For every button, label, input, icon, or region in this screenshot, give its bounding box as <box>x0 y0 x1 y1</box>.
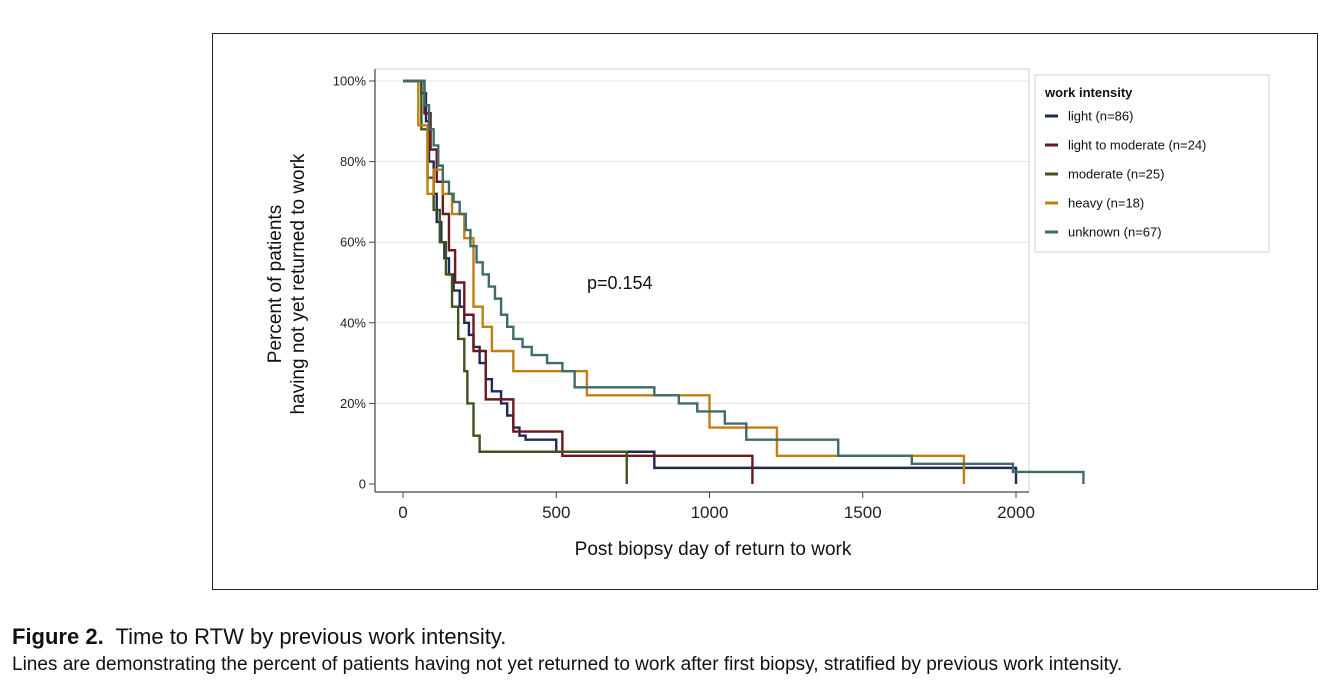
caption-title: Time to RTW by previous work intensity. <box>115 624 507 649</box>
x-tick-label: 1000 <box>691 503 729 522</box>
y-ticks: 0 20% 40% 60% 80% 100% <box>333 74 375 492</box>
legend-title: work intensity <box>1044 85 1133 100</box>
y-tick-label: 0 <box>359 477 366 492</box>
legend-label-1: light to moderate (n=24) <box>1068 138 1206 153</box>
y-tick-label: 20% <box>340 396 366 411</box>
legend-label-2: moderate (n=25) <box>1068 167 1164 182</box>
series-line-4 <box>403 79 1085 484</box>
series-line-0 <box>403 79 1018 484</box>
km-survival-chart: 0 20% 40% 60% 80% 100% 0 500 1000 1500 2000 Post … <box>265 68 1270 560</box>
figure-caption: Figure 2. Time to RTW by previous work i… <box>12 622 1342 678</box>
legend-items: light (n=86) light to moderate (n=24) mode… <box>1045 109 1206 240</box>
legend-label-4: unknown (n=67) <box>1068 225 1162 240</box>
x-tick-label: 500 <box>542 503 570 522</box>
y-tick-label: 40% <box>340 315 366 330</box>
figure-frame: 0 20% 40% 60% 80% 100% 0 500 1000 1500 2000 Post … <box>212 33 1318 590</box>
legend-label-0: light (n=86) <box>1068 109 1133 124</box>
x-axis-title: Post biopsy day of return to work <box>575 539 852 560</box>
caption-figure-label: Figure 2. <box>12 624 104 649</box>
caption-title-line: Figure 2. Time to RTW by previous work i… <box>12 622 1342 652</box>
series-lines <box>403 79 1085 484</box>
x-tick-label: 0 <box>398 503 407 522</box>
y-tick-label: 100% <box>333 74 367 89</box>
caption-description: Lines are demonstrating the percent of p… <box>12 654 1123 675</box>
series-line-3 <box>403 79 966 484</box>
y-tick-label: 60% <box>340 235 366 250</box>
p-value-annotation: p=0.154 <box>587 273 653 293</box>
y-tick-label: 80% <box>340 154 366 169</box>
x-tick-label: 1500 <box>844 503 882 522</box>
legend-label-3: heavy (n=18) <box>1068 196 1144 211</box>
legend: work intensity light (n=86) light to mode… <box>1034 74 1270 253</box>
legend-box <box>1034 74 1270 253</box>
x-tick-label: 2000 <box>997 503 1035 522</box>
x-ticks: 0 500 1000 1500 2000 <box>398 492 1035 522</box>
series-line-1 <box>403 79 754 484</box>
gridlines <box>375 80 1029 404</box>
y-axis-title-line2: having not yet returned to work <box>288 153 309 414</box>
y-axis-title-line1: Percent of patients <box>265 205 286 363</box>
axes <box>374 68 1030 493</box>
